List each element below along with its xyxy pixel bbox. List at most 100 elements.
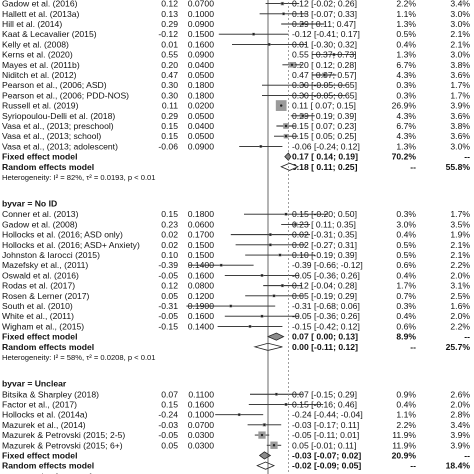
study-te: 0.13: [161, 9, 178, 19]
study-point-center: [248, 325, 252, 328]
study-ci-text: -0.24 [-0.44; -0.04]: [292, 410, 363, 420]
study-te: 0.15: [161, 399, 178, 409]
study-weight-fixed: 0.5%: [396, 29, 416, 39]
study-se: 0.1600: [188, 39, 215, 49]
fixed-effect-diamond: [258, 451, 272, 460]
study-se: 0.1500: [188, 29, 215, 39]
study-label: Syriopoulou-Delli et al. (2018): [2, 111, 115, 121]
study-label: Kaat & Lecavalier (2015): [2, 29, 97, 39]
study-point-center: [268, 43, 271, 46]
study-point-center: [323, 73, 326, 77]
study-weight-fixed: 1.7%: [396, 281, 416, 291]
study-point-center: [260, 274, 264, 277]
fixed-effect-weight-fixed: 20.9%: [392, 450, 417, 460]
study-te: -0.31: [158, 301, 178, 311]
study-te: -0.39: [158, 260, 178, 270]
study-te: 0.30: [161, 80, 178, 90]
study-weight-random: 2.0%: [450, 270, 470, 280]
study-label: Hill et al. (2014): [2, 19, 62, 29]
heterogeneity-text: Heterogeneity: I² = 82%, τ² = 0.0193, p …: [2, 173, 156, 182]
study-label: Hollocks et al. (2014a): [2, 410, 88, 420]
study-te: 0.05: [161, 291, 178, 301]
random-effects-diamond: [256, 461, 276, 470]
study-se: 0.0400: [188, 60, 215, 70]
fixed-effect-label: Fixed effect model: [2, 152, 77, 162]
study-weight-fixed: 1.3%: [396, 50, 416, 60]
study-point-center: [280, 104, 283, 107]
study-se: 0.0400: [188, 121, 215, 131]
fixed-effect-weight-random: --: [464, 152, 470, 162]
study-label: Hollocks et al. (2016; ASD+ Anxiety): [2, 240, 140, 250]
study-point-center: [290, 63, 294, 66]
study-te: 0.01: [161, 39, 178, 49]
study-se: 0.0800: [188, 281, 215, 291]
random-effects-label: Random effects model: [2, 461, 94, 471]
study-ci-text: 0.12 [-0.02; 0.26]: [292, 0, 357, 9]
study-weight-fixed: 0.4%: [396, 230, 416, 240]
study-weight-random: 3.9%: [450, 440, 470, 450]
random-effects-weight-random: 25.7%: [446, 342, 471, 352]
study-label: Wigham et al., (2015): [2, 321, 84, 331]
subgroup-label: byvar = Unclear: [2, 379, 67, 389]
study-weight-fixed: 0.5%: [396, 240, 416, 250]
study-weight-fixed: 0.5%: [396, 250, 416, 260]
random-effects-weight-fixed: --: [410, 342, 416, 352]
study-te: 0.15: [161, 209, 178, 219]
study-te: -0.05: [158, 270, 178, 280]
study-label: Rodas et al. (2017): [2, 281, 75, 291]
study-weight-random: 2.1%: [450, 39, 470, 49]
study-ci-text: -0.39 [-0.66; -0.12]: [292, 260, 363, 270]
study-point-center: [284, 213, 288, 216]
study-te: 0.07: [161, 389, 178, 399]
study-weight-random: 3.0%: [450, 50, 470, 60]
study-weight-random: 1.9%: [450, 230, 470, 240]
study-point-center: [260, 433, 264, 437]
study-weight-fixed: 0.6%: [396, 260, 416, 270]
study-weight-random: 2.1%: [450, 240, 470, 250]
random-effects-weight-random: 18.4%: [446, 461, 471, 471]
study-point-center: [229, 304, 232, 308]
study-se: 0.0200: [188, 101, 215, 111]
study-label: Mazefsky et al., (2011): [2, 260, 88, 270]
study-ci-text: 0.20 [ 0.12; 0.28]: [292, 60, 357, 70]
study-label: Mazurek & Petrovski (2015; 2-5): [2, 430, 125, 440]
study-se: 0.0500: [188, 131, 215, 141]
fixed-effect-ci-text: -0.03 [-0.07; 0.02]: [292, 450, 361, 460]
study-ci-text: 0.29 [ 0.19; 0.39]: [292, 111, 357, 121]
study-ci-text: -0.31 [-0.68; 0.06]: [292, 301, 360, 311]
study-label: Pearson et al., (2006; PDD-NOS): [2, 90, 129, 100]
fixed-effect-label: Fixed effect model: [2, 450, 77, 460]
study-weight-random: 3.6%: [450, 131, 470, 141]
random-effects-ci-text: 0.18 [ 0.11; 0.25]: [292, 162, 358, 172]
study-se: 0.0900: [188, 141, 215, 151]
study-point-center: [302, 94, 306, 97]
study-point-center: [272, 444, 276, 447]
random-effects-diamond: [253, 342, 283, 351]
study-label: Conner et al. (2013): [2, 209, 79, 219]
study-point-center: [220, 264, 223, 267]
fixed-effect-diamond: [284, 152, 292, 161]
study-label: Kelly et al. (2008): [2, 39, 69, 49]
study-weight-fixed: 2.2%: [396, 0, 416, 9]
study-weight-fixed: 1.3%: [396, 19, 416, 29]
study-se: 0.1000: [188, 410, 215, 420]
study-point-center: [252, 33, 255, 36]
study-se: 0.0900: [188, 50, 215, 60]
study-label: Hollocks et al. (2016; ASD only): [2, 230, 123, 240]
study-weight-fixed: 26.9%: [392, 101, 417, 111]
study-se: 0.1200: [188, 291, 215, 301]
random-effects-diamond: [280, 162, 300, 171]
study-se: 0.1600: [188, 311, 215, 321]
study-se: 0.1600: [188, 399, 215, 409]
study-weight-random: 3.1%: [450, 281, 470, 291]
study-label: White et al., (2011): [2, 311, 74, 321]
study-ci-text: -0.15 [-0.42; 0.12]: [292, 321, 360, 331]
study-weight-fixed: 6.7%: [396, 60, 416, 70]
random-effects-weight-fixed: --: [410, 461, 416, 471]
study-weight-random: 1.7%: [450, 209, 470, 219]
study-weight-random: 3.0%: [450, 141, 470, 151]
study-point-center: [332, 53, 336, 56]
study-point-center: [284, 403, 288, 406]
study-se: 0.1400: [188, 321, 215, 331]
study-weight-fixed: 0.7%: [396, 291, 416, 301]
